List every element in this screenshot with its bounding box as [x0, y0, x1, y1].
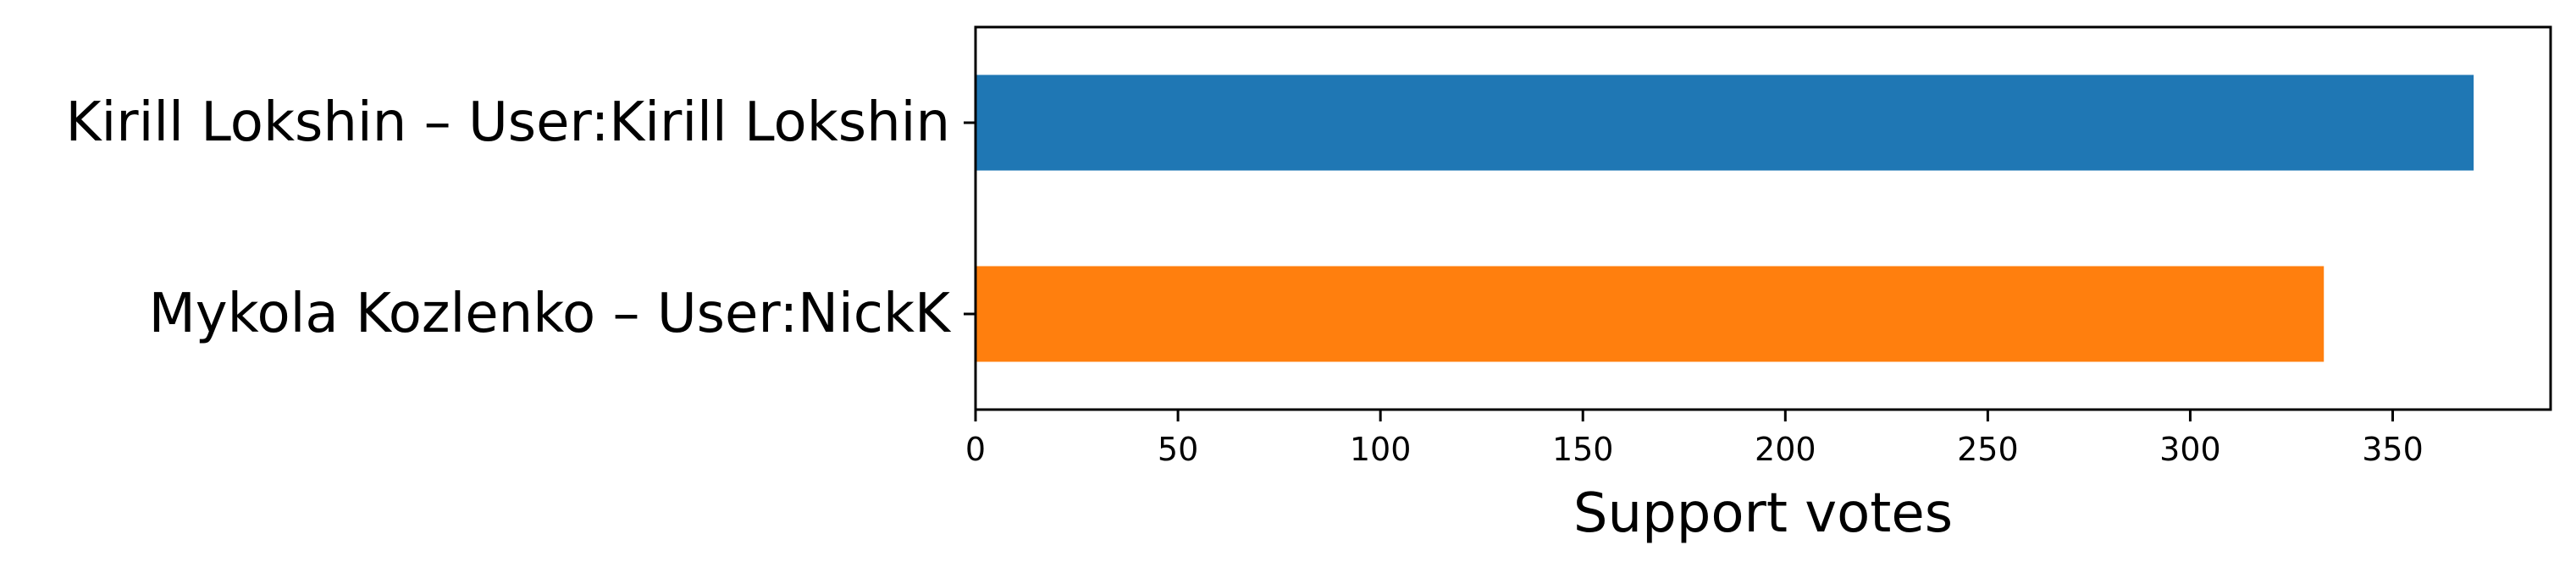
x-tick-label-2: 100	[1350, 431, 1412, 468]
x-tick-label-5: 250	[1957, 431, 2019, 468]
bars-group	[976, 74, 2474, 362]
category-label-0: Kirill Lokshin – User:Kirill Lokshin	[66, 91, 951, 154]
x-tick-label-3: 150	[1552, 431, 1614, 468]
x-tick-label-4: 200	[1755, 431, 1816, 468]
x-tick-label-1: 50	[1158, 431, 1198, 468]
x-tick-label-0: 0	[965, 431, 986, 468]
bar-0	[976, 74, 2474, 171]
x-tick-label-7: 350	[2362, 431, 2424, 468]
bar-1	[976, 266, 2324, 362]
plot-frame	[974, 25, 2552, 411]
category-label-1: Mykola Kozlenko – User:NickK	[149, 283, 952, 345]
x-tick-label-6: 300	[2159, 431, 2221, 468]
y-axis: Kirill Lokshin – User:Kirill Lokshin Myko…	[66, 91, 976, 345]
x-axis: 0 50 100 150 200 250 300 350	[965, 410, 2424, 468]
x-axis-title: Support votes	[1573, 482, 1953, 545]
